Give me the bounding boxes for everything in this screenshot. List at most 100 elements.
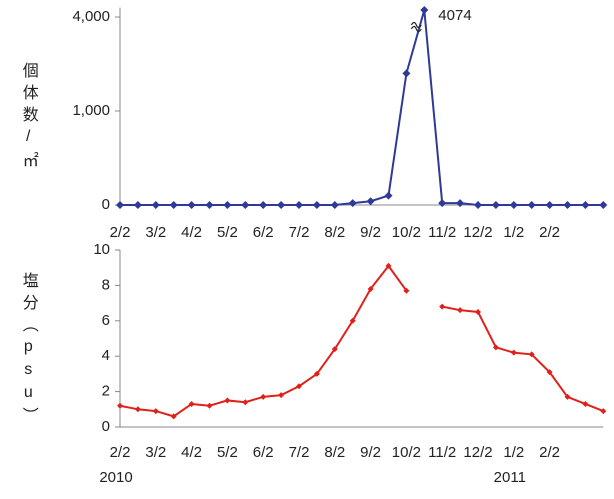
y-tick-label: 4 xyxy=(102,347,110,364)
x-tick-label: 4/2 xyxy=(181,444,202,461)
year-label: 2011 xyxy=(494,469,526,486)
x-tick-label: 11/2 xyxy=(428,224,456,241)
data-point xyxy=(600,408,607,415)
data-point xyxy=(474,201,482,209)
data-point xyxy=(366,197,375,206)
x-tick-label: 3/2 xyxy=(145,224,166,241)
data-point xyxy=(367,285,374,292)
data-point xyxy=(475,308,481,315)
data-point xyxy=(439,303,446,310)
data-point xyxy=(403,287,410,294)
data-point xyxy=(599,201,608,209)
y-tick-label: 6 xyxy=(102,312,110,329)
data-point xyxy=(528,351,535,358)
data-point xyxy=(242,399,249,406)
data-point xyxy=(206,402,213,409)
data-point xyxy=(420,6,429,15)
data-point xyxy=(438,199,447,208)
data-point xyxy=(492,344,499,351)
y-tick-label: 10 xyxy=(93,241,110,258)
data-point xyxy=(457,307,464,314)
x-tick-label: 2/2 xyxy=(110,444,131,461)
y-tick-label: 1,000 xyxy=(72,102,110,119)
data-point xyxy=(117,402,123,409)
x-tick-label: 12/2 xyxy=(463,224,492,241)
x-tick-label: 3/2 xyxy=(145,444,166,461)
x-tick-label: 10/2 xyxy=(392,224,421,241)
data-point xyxy=(278,392,285,399)
y-axis-label: 塩分（psu） xyxy=(20,272,39,429)
data-point xyxy=(456,199,465,208)
x-tick-label: 4/2 xyxy=(181,224,202,241)
x-tick-label: 8/2 xyxy=(324,224,345,241)
x-tick-label: 1/2 xyxy=(503,444,524,461)
data-point xyxy=(169,201,178,209)
x-tick-label: 9/2 xyxy=(360,224,381,241)
data-point xyxy=(241,201,250,209)
x-tick-label: 9/2 xyxy=(360,444,381,461)
data-point xyxy=(296,383,302,390)
y-tick-label: 0 xyxy=(102,418,110,435)
data-point xyxy=(330,201,339,209)
data-point xyxy=(152,408,159,415)
x-tick-label: 7/2 xyxy=(289,444,310,461)
y-tick-label: 4,000 xyxy=(72,8,110,25)
x-tick-label: 6/2 xyxy=(253,224,274,241)
data-point xyxy=(312,201,321,209)
x-tick-label: 2/2 xyxy=(539,444,560,461)
x-tick-label: 2/2 xyxy=(110,224,131,241)
x-tick-label: 6/2 xyxy=(253,444,274,461)
data-point xyxy=(205,201,214,209)
x-tick-label: 7/2 xyxy=(289,224,310,241)
data-point xyxy=(546,369,553,376)
y-axis-label: 個体数/㎡ xyxy=(20,62,39,173)
data-point xyxy=(224,397,231,404)
data-point xyxy=(349,317,356,324)
x-tick-label: 8/2 xyxy=(324,444,345,461)
data-point xyxy=(545,201,554,209)
y-tick-label: 0 xyxy=(102,196,110,213)
data-point xyxy=(581,201,590,209)
x-tick-label: 2/2 xyxy=(539,224,560,241)
data-point xyxy=(331,346,338,353)
x-tick-label: 10/2 xyxy=(392,444,421,461)
data-point xyxy=(384,191,393,200)
data-point xyxy=(223,201,232,209)
data-point xyxy=(116,201,124,209)
data-point xyxy=(295,201,303,209)
y-tick-label: 2 xyxy=(102,383,110,400)
series-line xyxy=(119,264,408,418)
data-point xyxy=(527,201,536,209)
data-point xyxy=(402,69,411,78)
data-point xyxy=(582,400,589,407)
y-tick-label: 8 xyxy=(102,276,110,293)
data-label: 4074 xyxy=(438,7,471,24)
series-line xyxy=(442,305,604,412)
x-tick-label: 5/2 xyxy=(217,224,238,241)
data-point xyxy=(133,201,142,209)
x-tick-label: 1/2 xyxy=(503,224,524,241)
x-tick-label: 12/2 xyxy=(463,444,492,461)
data-point xyxy=(564,393,571,400)
axis-break-mark xyxy=(410,21,422,29)
axis-break-mark xyxy=(410,25,422,33)
data-point xyxy=(170,413,177,420)
data-point xyxy=(509,201,518,209)
data-point xyxy=(188,400,195,407)
series-line xyxy=(120,9,604,206)
data-point xyxy=(510,349,517,356)
data-point xyxy=(491,201,500,209)
data-point xyxy=(348,199,357,208)
data-point xyxy=(134,406,141,413)
data-point xyxy=(187,201,196,209)
data-point xyxy=(277,201,286,209)
data-point xyxy=(151,201,160,209)
data-point xyxy=(259,201,268,209)
year-label: 2010 xyxy=(99,469,132,486)
data-point xyxy=(563,201,572,209)
data-point xyxy=(385,262,392,269)
data-point xyxy=(260,393,267,400)
data-point xyxy=(313,370,320,377)
x-tick-label: 5/2 xyxy=(217,444,238,461)
